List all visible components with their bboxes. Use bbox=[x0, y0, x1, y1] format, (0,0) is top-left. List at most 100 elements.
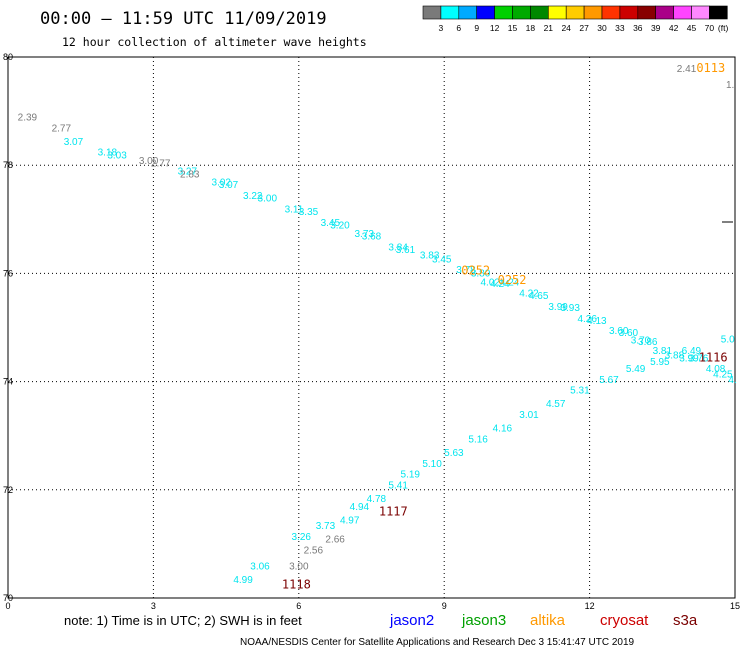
colorbar-tick-label: 70 bbox=[705, 23, 715, 33]
data-point-label: 5.0 bbox=[721, 334, 735, 345]
colorbar-tick-label: 42 bbox=[669, 23, 679, 33]
colorbar-tick-label: 24 bbox=[561, 23, 571, 33]
colorbar-swatch bbox=[440, 5, 460, 20]
extra-value-label: 1. bbox=[726, 80, 734, 91]
y-tick-label: 76 bbox=[3, 268, 13, 278]
y-tick-label: 74 bbox=[3, 377, 13, 387]
data-point-label: 3.27 bbox=[178, 167, 198, 178]
data-point-label: 4.99 bbox=[233, 575, 253, 586]
y-axis: 70 72 74 76 78 80 bbox=[3, 52, 13, 603]
colorbar-swatch bbox=[691, 5, 710, 20]
data-point-label: 3.20 bbox=[330, 221, 350, 232]
data-point-label: 5.10 bbox=[422, 459, 442, 470]
data-point-label: 2.77 bbox=[52, 123, 72, 134]
colorbar-tick-label: 6 bbox=[456, 23, 461, 33]
data-point-label: 4.78 bbox=[367, 494, 387, 505]
data-point-label: 3.45 bbox=[432, 254, 452, 265]
data-point-label: 3.22 bbox=[243, 191, 263, 202]
data-point-label: 3.80 bbox=[471, 268, 491, 279]
x-tick-label: 15 bbox=[730, 601, 740, 611]
colorbar-swatch bbox=[494, 5, 513, 20]
colorbar-swatch bbox=[637, 5, 656, 20]
data-point-label: 3.07 bbox=[219, 180, 239, 191]
x-tick-label: 0 bbox=[5, 601, 10, 611]
colorbar-tick-label: 36 bbox=[633, 23, 643, 33]
data-point-label: 3.60 bbox=[619, 328, 639, 339]
x-tick-label: 3 bbox=[151, 601, 156, 611]
data-point-label: 4.94 bbox=[350, 502, 370, 513]
data-point-label: 3.70 bbox=[631, 335, 651, 346]
colorbar-swatch bbox=[565, 5, 585, 20]
pass-time-label: 0113 bbox=[696, 61, 725, 75]
colorbar-swatch bbox=[476, 5, 495, 20]
data-point-label: 3.84 bbox=[388, 242, 408, 253]
data-point-label: 2.66 bbox=[325, 534, 345, 545]
data-point-label: 4.97 bbox=[340, 516, 360, 527]
credit-line: NOAA/NESDIS Center for Satellite Applica… bbox=[240, 637, 635, 648]
pass-time-label: 1118 bbox=[282, 577, 311, 591]
colorbar-swatch bbox=[619, 5, 639, 20]
data-point-label: 3.68 bbox=[362, 232, 382, 243]
legend-cryosat: cryosat bbox=[600, 612, 649, 629]
colorbar-tick-label: 18 bbox=[526, 23, 536, 33]
data-point-label: 3.07 bbox=[64, 137, 84, 148]
data-point-label: 3.06 bbox=[250, 562, 270, 573]
pass-labels: 0252 0252 0113 1116 1117 1118 1. bbox=[282, 61, 734, 592]
colorbar-swatch bbox=[601, 5, 621, 20]
data-point-label: 3.83 bbox=[420, 250, 440, 261]
colorbar-swatch bbox=[458, 5, 477, 20]
data-point-label: 3.99 bbox=[679, 353, 699, 364]
colorbar: 3 6 9 12 15 18 21 24 27 30 33 36 39 42 45 70 (ft) bbox=[422, 5, 728, 33]
data-point-label: 3.88 bbox=[665, 351, 685, 362]
data-point-label: 4.08 bbox=[706, 364, 726, 375]
data-point-label: 4.16 bbox=[493, 424, 513, 435]
legend-jason2: jason2 bbox=[389, 612, 434, 629]
data-point-label: 5.95 bbox=[650, 357, 670, 368]
data-point-label: 3.61 bbox=[396, 245, 416, 256]
pass-time-label: 1117 bbox=[379, 504, 408, 518]
data-point-label: 3.35 bbox=[299, 207, 319, 218]
data-point-label: 4. bbox=[728, 375, 736, 386]
data-point-label: 5.31 bbox=[570, 386, 590, 397]
data-point-label: 3.11 bbox=[285, 204, 304, 215]
colorbar-swatch bbox=[709, 5, 728, 20]
data-point-label: 3.00 bbox=[139, 156, 159, 167]
data-point-label: 2.39 bbox=[18, 113, 38, 124]
data-point-label: 5.19 bbox=[401, 470, 421, 481]
legend-s3a: s3a bbox=[673, 612, 698, 629]
legend-jason3: jason3 bbox=[461, 612, 506, 629]
colorbar-swatch bbox=[673, 5, 692, 20]
plot-frame bbox=[7, 56, 736, 599]
data-point-label: 4.25 bbox=[713, 369, 733, 380]
data-point-label: 4.65 bbox=[529, 291, 549, 302]
data-point-label: 3.26 bbox=[291, 532, 311, 543]
data-point-label: 5.49 bbox=[626, 364, 646, 375]
plot-area: 70 72 74 76 78 80 0 3 6 9 12 15 3.07 3.183.03 3.27 3.… bbox=[3, 52, 740, 611]
data-point-label: 5.16 bbox=[468, 434, 488, 445]
colorbar-swatch bbox=[530, 5, 549, 20]
colorbar-tick-label: 27 bbox=[579, 23, 589, 33]
chart-subtitle: 12 hour collection of altimeter wave hei… bbox=[62, 35, 367, 49]
colorbar-swatch bbox=[583, 5, 603, 20]
pass-time-label: 1116 bbox=[699, 350, 728, 364]
data-point-label: 2.56 bbox=[304, 545, 324, 556]
colorbar-swatch bbox=[547, 5, 567, 20]
data-point-label: 2.41 bbox=[677, 64, 697, 75]
colorbar-tick-label: 21 bbox=[544, 23, 554, 33]
data-point-label: 4.26 bbox=[577, 314, 597, 325]
x-tick-label: 9 bbox=[442, 601, 447, 611]
data-point-label: 3.03 bbox=[107, 150, 127, 161]
data-point-label: 3.76 bbox=[689, 353, 709, 364]
data-point-label: 3.93 bbox=[560, 303, 580, 314]
data-point-label: 4.57 bbox=[546, 399, 566, 410]
y-tick-label: 72 bbox=[3, 485, 13, 495]
colorbar-tick-label: 33 bbox=[615, 23, 625, 33]
data-point-label: 4.22 bbox=[519, 288, 539, 299]
x-axis: 0 3 6 9 12 15 bbox=[5, 601, 740, 611]
legend-altika: altika bbox=[530, 612, 566, 629]
colorbar-tick-label: 12 bbox=[490, 23, 500, 33]
colorbar-tick-label: 15 bbox=[508, 23, 518, 33]
colorbar-swatch bbox=[422, 5, 442, 20]
data-point-label: 3.01 bbox=[519, 410, 539, 421]
